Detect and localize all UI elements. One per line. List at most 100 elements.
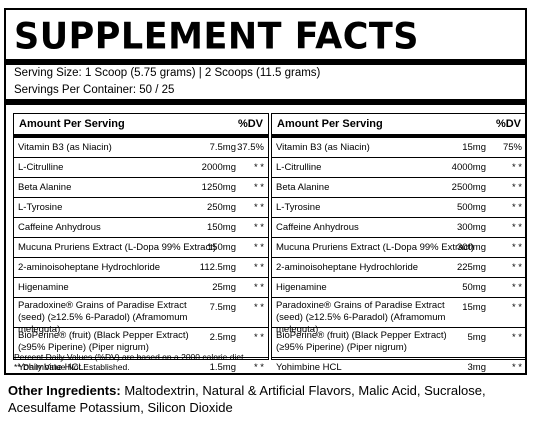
ingredient-amount: 500mg [456,202,486,213]
ingredient-row: Yohimbine HCL 1.5mg * * [14,358,268,376]
ingredient-row: L-Citrulline 4000mg * * [272,158,526,178]
ingredient-row: L-Tyrosine 250mg * * [14,198,268,218]
ingredient-row: Beta Alanine 2500mg * * [272,178,526,198]
serving-rule [6,99,525,105]
right-header-row: Amount Per Serving %DV [272,114,526,138]
ingredient-dv: * * [253,162,264,173]
title-rule [6,59,525,65]
ingredient-dv: * * [253,332,264,343]
ingredient-dv: * * [253,362,264,373]
ingredient-name: Yohimbine HCL [18,362,84,373]
ingredient-dv: * * [511,182,522,193]
ingredient-dv: * * [253,222,264,233]
ingredient-name: Yohimbine HCL [276,362,342,373]
ingredient-amount: 150mg [206,222,236,233]
ingredient-name: Caffeine Anhydrous [276,222,359,233]
ingredient-name: 2-aminoisoheptane Hydrochloride [18,262,161,273]
ingredient-dv: * * [253,202,264,213]
ingredient-amount: 2.5mg [209,332,236,343]
ingredient-amount: 300mg [456,222,486,233]
ingredient-name: Beta Alanine [276,182,330,193]
ingredient-row: Paradoxine® Grains of Paradise Extract (… [272,298,526,335]
ingredient-name: Higenamine [18,282,69,293]
ingredient-dv: * * [511,242,522,253]
ingredient-amount: 112.5mg [199,262,236,273]
ingredient-dv: * * [511,282,522,293]
ingredient-amount: 5mg [467,332,486,343]
ingredient-amount: 3mg [467,362,486,373]
ingredient-amount: 50mg [462,282,486,293]
ingredient-dv: * * [511,362,522,373]
ingredient-dv: * * [511,222,522,233]
ingredient-row: Higenamine 50mg * * [272,278,526,298]
ingredient-amount: 300mg [456,242,486,253]
ingredient-dv: * * [253,182,264,193]
other-ingredients-label: Other Ingredients: [8,383,121,398]
left-column-table: Amount Per Serving %DV Vitamin B3 (as Ni… [13,113,269,373]
ingredient-name: 2-aminoisoheptane Hydrochloride [276,262,419,273]
ingredient-name: L-Citrulline [18,162,64,173]
ingredient-dv: * * [253,242,264,253]
ingredient-name: Higenamine [276,282,327,293]
ingredient-row: Higenamine 25mg * * [14,278,268,298]
ingredient-dv: * * [511,202,522,213]
ingredient-amount: 1.5mg [209,362,236,373]
servings-per-container: Servings Per Container: 50 / 25 [14,84,175,96]
ingredient-row: Vitamin B3 (as Niacin) 7.5mg 37.5% [14,138,268,158]
ingredient-dv: * * [253,262,264,273]
left-rows: Vitamin B3 (as Niacin) 7.5mg 37.5% L-Citrul… [14,138,268,376]
ingredient-row: 2-aminoisoheptane Hydrochloride 225mg * * [272,258,526,278]
ingredient-row: L-Citrulline 2000mg * * [14,158,268,178]
ingredient-dv: * * [511,302,522,313]
other-ingredients-text: Maltodextrin, Natural & Artificial Flavo… [8,383,486,415]
ingredient-name: BioPerine® (fruit) (Black Pepper Extract… [18,330,189,353]
ingredient-row: BioPerine® (fruit) (Black Pepper Extract… [14,328,268,358]
ingredient-row: Vitamin B3 (as Niacin) 15mg 75% [272,138,526,158]
ingredient-name: Vitamin B3 (as Niacin) [276,142,370,153]
ingredient-row: Mucuna Pruriens Extract (L-Dopa 99% Extr… [14,238,268,258]
ingredient-dv: * * [253,282,264,293]
ingredient-row: L-Tyrosine 500mg * * [272,198,526,218]
panel-title: SUPPLEMENT FACTS [14,16,419,58]
ingredient-amount: 2000mg [201,162,236,173]
ingredient-amount: 15mg [462,302,486,313]
ingredient-dv: 75% [502,142,522,153]
ingredient-dv: * * [511,162,522,173]
ingredient-amount: 150mg [206,242,236,253]
ingredient-row: BioPerine® (fruit) (Black Pepper Extract… [272,328,526,358]
right-column-table: Amount Per Serving %DV Vitamin B3 (as Ni… [271,113,527,373]
ingredient-row: Mucuna Pruriens Extract (L-Dopa 99% Extr… [272,238,526,258]
ingredient-amount: 2500mg [451,182,486,193]
ingredient-row: Caffeine Anhydrous 300mg * * [272,218,526,238]
ingredient-row: 2-aminoisoheptane Hydrochloride 112.5mg * … [14,258,268,278]
ingredient-dv: * * [511,262,522,273]
right-rows: Vitamin B3 (as Niacin) 15mg 75% L-Citrullin… [272,138,526,376]
ingredient-name: Paradoxine® Grains of Paradise Extract (… [18,300,188,335]
right-header-dv: %DV [495,118,521,130]
ingredient-name: L-Tyrosine [18,202,63,213]
ingredient-row: Paradoxine® Grains of Paradise Extract (… [14,298,268,335]
ingredient-name: Caffeine Anhydrous [18,222,101,233]
ingredient-amount: 1250mg [201,182,236,193]
ingredient-amount: 225mg [456,262,486,273]
ingredient-dv: * * [253,302,264,313]
left-header-amount: Amount Per Serving [19,118,125,130]
ingredient-row: Beta Alanine 1250mg * * [14,178,268,198]
right-header-amount: Amount Per Serving [277,118,383,130]
ingredient-name: Beta Alanine [18,182,72,193]
ingredient-name: L-Citrulline [276,162,322,173]
ingredient-amount: 15mg [462,142,486,153]
ingredient-name: Mucuna Pruriens Extract (L-Dopa 99% Extr… [276,242,474,253]
ingredient-amount: 250mg [206,202,236,213]
ingredient-dv: * * [511,332,522,343]
ingredient-dv: 37.5% [237,142,264,153]
ingredient-name: BioPerine® (fruit) (Black Pepper Extract… [276,330,447,353]
serving-size: Serving Size: 1 Scoop (5.75 grams) | 2 S… [14,67,321,79]
left-header-row: Amount Per Serving %DV [14,114,268,138]
supplement-facts-panel: SUPPLEMENT FACTS Serving Size: 1 Scoop (… [4,8,527,375]
footnote-daily-value: ** Daily Value Not Established. [14,362,130,372]
ingredient-amount: 4000mg [451,162,486,173]
ingredient-amount: 25mg [212,282,236,293]
ingredient-row: Yohimbine HCL 3mg * * [272,358,526,376]
ingredient-name: Paradoxine® Grains of Paradise Extract (… [276,300,446,335]
